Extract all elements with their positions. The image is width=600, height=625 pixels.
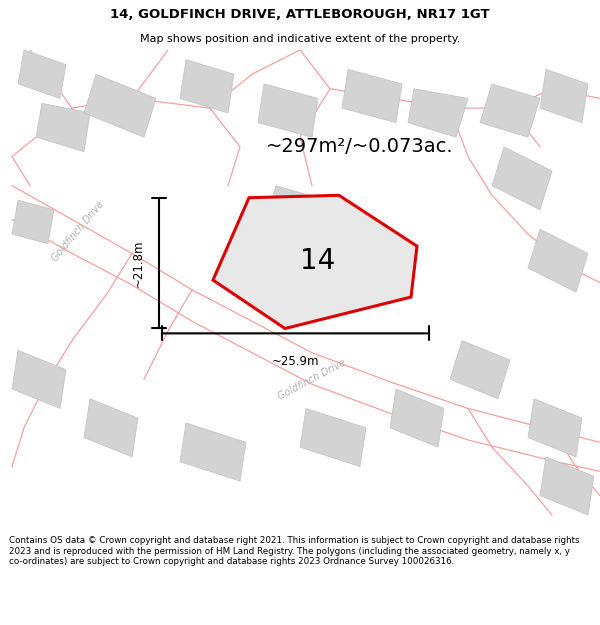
Polygon shape bbox=[12, 350, 66, 409]
Polygon shape bbox=[180, 423, 246, 481]
Polygon shape bbox=[84, 399, 138, 457]
Polygon shape bbox=[264, 186, 342, 244]
Polygon shape bbox=[258, 84, 318, 137]
Text: Goldfinch Drive: Goldfinch Drive bbox=[277, 357, 347, 401]
Polygon shape bbox=[300, 409, 366, 466]
Polygon shape bbox=[480, 84, 540, 137]
Polygon shape bbox=[84, 74, 156, 137]
Polygon shape bbox=[492, 147, 552, 210]
Polygon shape bbox=[528, 399, 582, 457]
Text: ~21.8m: ~21.8m bbox=[131, 239, 145, 287]
Polygon shape bbox=[213, 195, 417, 329]
Polygon shape bbox=[18, 50, 66, 98]
Text: 14: 14 bbox=[301, 247, 335, 275]
Polygon shape bbox=[528, 229, 588, 292]
Polygon shape bbox=[390, 389, 444, 448]
Polygon shape bbox=[36, 103, 90, 152]
Polygon shape bbox=[408, 89, 468, 137]
Polygon shape bbox=[540, 457, 594, 515]
Polygon shape bbox=[540, 69, 588, 122]
Polygon shape bbox=[450, 341, 510, 399]
Text: Contains OS data © Crown copyright and database right 2021. This information is : Contains OS data © Crown copyright and d… bbox=[9, 536, 580, 566]
Text: ~25.9m: ~25.9m bbox=[272, 355, 319, 368]
Text: ~297m²/~0.073ac.: ~297m²/~0.073ac. bbox=[266, 138, 454, 156]
Text: 14, GOLDFINCH DRIVE, ATTLEBOROUGH, NR17 1GT: 14, GOLDFINCH DRIVE, ATTLEBOROUGH, NR17 … bbox=[110, 8, 490, 21]
Text: Map shows position and indicative extent of the property.: Map shows position and indicative extent… bbox=[140, 34, 460, 44]
Text: Goldfinch Drive: Goldfinch Drive bbox=[50, 199, 106, 264]
Polygon shape bbox=[180, 59, 234, 113]
Polygon shape bbox=[12, 200, 54, 244]
Polygon shape bbox=[342, 69, 402, 122]
